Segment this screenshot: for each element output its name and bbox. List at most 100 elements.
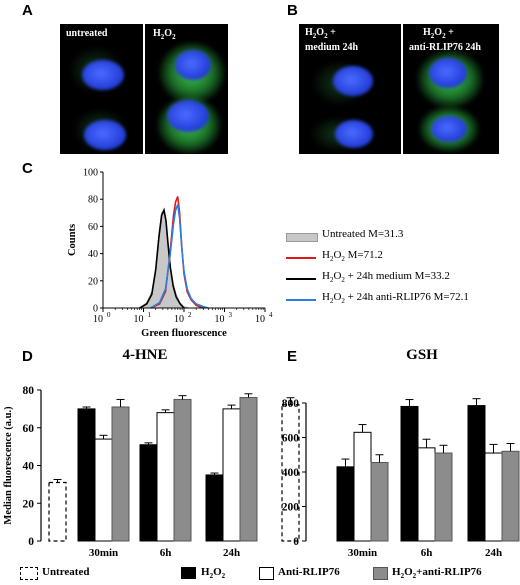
bar-untreated (281, 404, 300, 542)
legend-swatch-anti-bar (259, 567, 274, 580)
legend-label-h2o2: H2O2 M=71.2 (322, 249, 383, 264)
micrograph-h2o2-anti-rlip76: H2O2 + anti-RLIP76 24h (403, 24, 499, 154)
category-label: 6h (160, 547, 172, 559)
cell-nucleus (429, 58, 467, 88)
panel-letter-b: B (287, 2, 298, 19)
legend-swatch-untreated-bar (20, 567, 38, 580)
chart-y-tick-label: 20 (23, 498, 35, 510)
legend-label-anti: H2O2 + 24h anti-RLIP76 M=72.1 (322, 291, 469, 306)
histogram-x-tick-label: 10 (93, 314, 103, 325)
legend-untreated-label: Untreated (42, 566, 90, 578)
bar-h2o2 (400, 405, 419, 542)
chart-title: 4-HNE (123, 347, 168, 363)
cell-nucleus (84, 120, 126, 150)
bar-h2o2-anti-rlip76 (501, 450, 520, 542)
bar-chart-4hne: 4-HNE Median fluorescence (a.u.) 30min 6h 24… (3, 347, 258, 559)
bar-anti-rlip76 (156, 412, 175, 542)
legend-label-medium: H2O2 + 24h medium M=33.2 (322, 270, 450, 285)
panel-letter-e: E (287, 348, 298, 365)
bar-anti-rlip76 (417, 447, 436, 542)
bottom-legend: Untreated H2O2 Anti-RLIP76 H2O2+anti-RLI… (0, 563, 520, 585)
histogram-series-3 (150, 204, 209, 309)
cell-nucleus (82, 60, 124, 90)
histogram-x-tick-label: 10 (255, 314, 265, 325)
cell-nucleus (335, 120, 373, 148)
legend-swatch-h2o2 (286, 257, 316, 259)
histogram-y-label: Counts (67, 224, 78, 256)
legend-swatch-h2o2-bar (181, 567, 196, 579)
chart-y-tick-label: 0 (293, 536, 299, 548)
bar-h2o2 (139, 444, 158, 542)
legend-h2o2-label: H2O2 (201, 566, 226, 581)
histogram-x-tick-exponent: 0 (107, 311, 111, 319)
panel-letter-a: A (22, 2, 33, 19)
cell-nucleus (333, 66, 373, 96)
chart-y-tick-label: 40 (23, 461, 35, 473)
micrograph-untreated-label: untreated (66, 28, 108, 39)
legend-swatch-anti (286, 299, 316, 301)
micrograph-h2o2-label: H2O2 (153, 28, 176, 41)
bar-h2o2 (205, 474, 224, 542)
category-label: 6h (421, 547, 433, 559)
panel-letter-d: D (22, 348, 33, 365)
bar-h2o2-anti-rlip76 (239, 397, 258, 542)
histogram-x-tick-label: 10 (134, 314, 144, 325)
bar-anti-rlip76 (94, 438, 113, 542)
bar-anti-rlip76 (353, 431, 372, 542)
micrograph-h2o2-anti-rlip76-label: H2O2 + anti-RLIP76 24h (409, 27, 481, 53)
legend-anti-label: Anti-RLIP76 (278, 566, 340, 578)
micrograph-h2o2-medium: H2O2 + medium 24h (299, 24, 401, 154)
chart-y-tick-label: 60 (23, 423, 35, 435)
histogram-y-tick-label: 40 (88, 249, 98, 260)
cell-nucleus (167, 100, 209, 132)
legend-swatch-combo-bar (373, 567, 388, 580)
bar-h2o2 (77, 408, 96, 542)
histogram-x-tick-label: 10 (174, 314, 184, 325)
micrograph-h2o2: H2O2 (145, 24, 228, 154)
histogram-x-tick-label: 10 (215, 314, 225, 325)
chart-y-tick-label: 80 (23, 385, 35, 397)
histogram-x-tick-exponent: 3 (229, 311, 233, 319)
bar-anti-rlip76 (484, 452, 503, 542)
bar-untreated (48, 481, 67, 542)
legend-swatch-medium (286, 278, 316, 280)
bar-h2o2 (336, 466, 355, 542)
histogram-y-tick-label: 0 (93, 304, 98, 315)
chart-title: GSH (406, 347, 438, 363)
chart-y-tick-label: 200 (282, 502, 300, 514)
chart-y-tick-label: 600 (282, 433, 300, 445)
category-label: 24h (485, 547, 502, 559)
panel-letter-c: C (22, 160, 33, 177)
legend-label-untreated: Untreated M=31.3 (322, 228, 404, 240)
histogram-y-tick-label: 80 (88, 195, 98, 206)
bar-h2o2-anti-rlip76 (370, 462, 389, 542)
legend-combo-label: H2O2+anti-RLIP76 (392, 566, 482, 581)
micrograph-untreated: untreated (60, 24, 143, 154)
category-label: 30min (348, 547, 377, 559)
bar-anti-rlip76 (222, 408, 241, 542)
chart-y-tick-label: 0 (28, 536, 34, 548)
category-label: 30min (89, 547, 118, 559)
histogram-y-tick-label: 100 (83, 168, 98, 179)
histogram-x-tick-exponent: 4 (269, 311, 273, 319)
bar-h2o2 (467, 405, 486, 542)
histogram-x-tick-exponent: 2 (188, 311, 192, 319)
histogram-legend: Untreated M=31.3 H2O2 M=71.2 H2O2 + 24h … (286, 227, 516, 317)
histogram-x-tick-exponent: 1 (148, 311, 152, 319)
cell-nucleus (175, 50, 211, 80)
legend-swatch-untreated (286, 233, 318, 242)
bar-h2o2-anti-rlip76 (111, 406, 130, 542)
chart-y-tick-label: 800 (282, 398, 300, 410)
category-label: 24h (223, 547, 240, 559)
bar-h2o2-anti-rlip76 (173, 398, 192, 542)
micrograph-h2o2-medium-label: H2O2 + medium 24h (305, 27, 359, 53)
bar-chart-gsh: GSH 30min 6h 24h 0 200 400 600 800 (281, 347, 520, 559)
histogram-x-label: Green fluorescence (141, 328, 227, 339)
chart-y-tick-label: 400 (282, 467, 300, 479)
bar-h2o2-anti-rlip76 (434, 452, 453, 542)
chart-y-label: Median fluorescence (a.u.) (3, 406, 14, 525)
histogram-y-tick-label: 20 (88, 276, 98, 287)
histogram-y-tick-label: 60 (88, 222, 98, 233)
histogram-series-2 (139, 207, 185, 309)
